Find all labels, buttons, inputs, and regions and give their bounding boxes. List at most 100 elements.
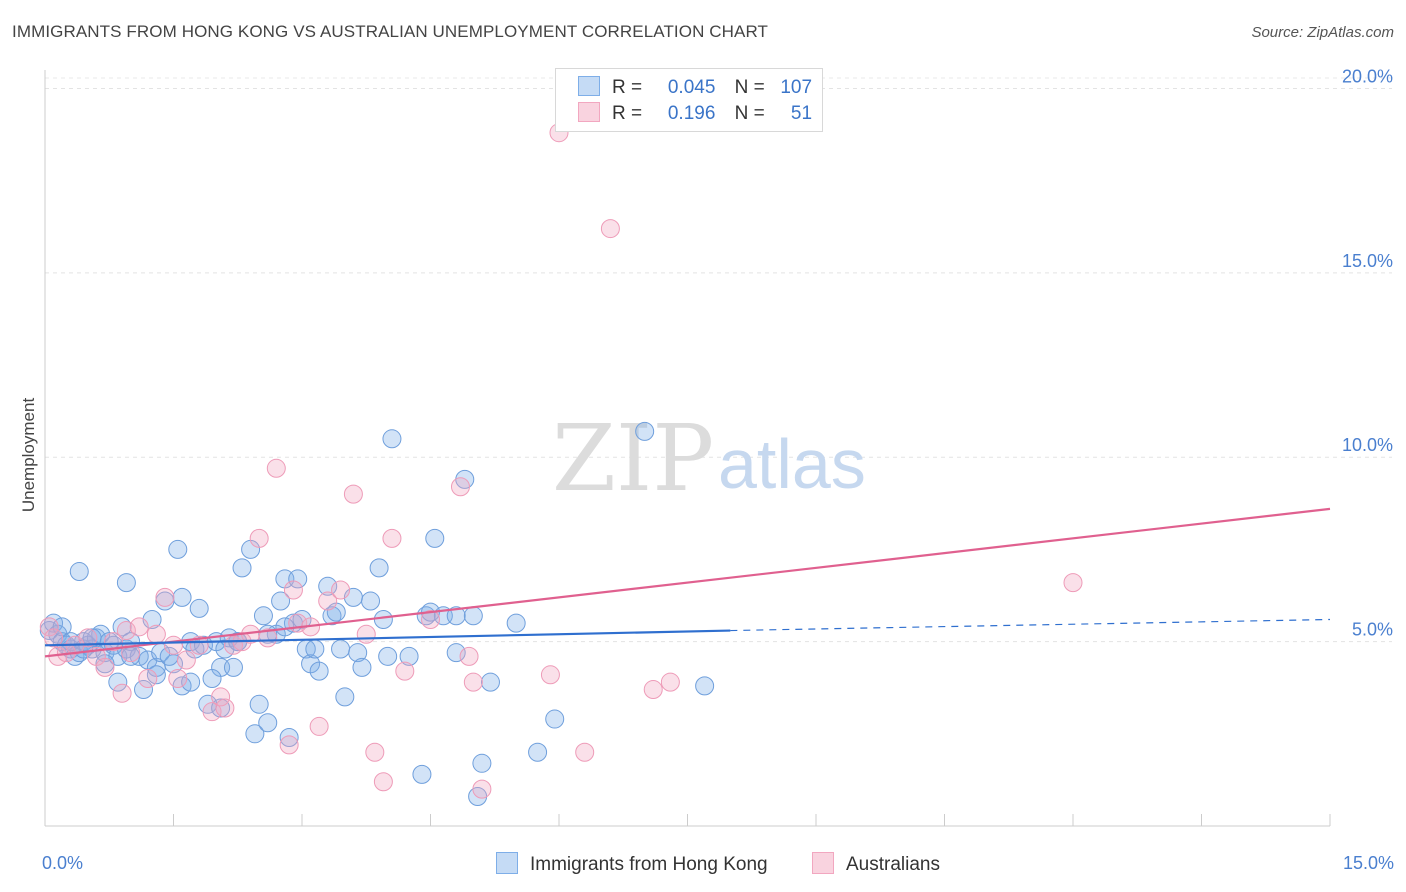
data-point-australians bbox=[138, 668, 158, 688]
data-point-australians bbox=[540, 665, 560, 685]
data-point-australians bbox=[318, 591, 338, 611]
data-point-hong-kong bbox=[463, 606, 483, 626]
data-point-hong-kong bbox=[168, 539, 188, 559]
watermark: ZIP atlas bbox=[552, 405, 866, 512]
data-point-australians bbox=[112, 683, 132, 703]
data-point-hong-kong bbox=[253, 606, 273, 626]
legend-swatch-pink bbox=[812, 852, 834, 874]
data-point-australians bbox=[382, 528, 402, 548]
legend-r-value: 0.196 bbox=[667, 103, 716, 124]
data-point-australians bbox=[279, 735, 299, 755]
data-point-australians bbox=[78, 628, 98, 648]
trend-lines bbox=[44, 507, 1331, 658]
legend-n-label: N = bbox=[734, 103, 765, 124]
data-point-australians bbox=[309, 716, 329, 736]
data-point-australians bbox=[356, 624, 376, 644]
data-point-hong-kong bbox=[335, 687, 355, 707]
data-point-hong-kong bbox=[399, 646, 419, 666]
legend-swatch-blue bbox=[496, 852, 518, 874]
data-point-australians bbox=[249, 528, 269, 548]
x-tick-label: 0.0% bbox=[42, 853, 83, 873]
data-point-australians bbox=[104, 632, 124, 652]
legend-item-australians: Australians bbox=[812, 852, 940, 876]
data-point-hong-kong bbox=[545, 709, 565, 729]
source-credit: Source: ZipAtlas.com bbox=[1251, 24, 1394, 41]
legend-n-label: N = bbox=[734, 77, 765, 98]
data-point-australians bbox=[575, 742, 595, 762]
data-point-australians bbox=[365, 742, 385, 762]
data-point-hong-kong bbox=[202, 668, 222, 688]
data-point-australians bbox=[472, 779, 492, 799]
y-axis-label: Unemployment bbox=[19, 398, 38, 513]
data-point-australians bbox=[266, 458, 286, 478]
data-point-hong-kong bbox=[318, 576, 338, 596]
data-point-hong-kong bbox=[245, 724, 265, 744]
data-point-australians bbox=[155, 587, 175, 607]
data-point-hong-kong bbox=[480, 672, 500, 692]
data-point-hong-kong bbox=[288, 569, 308, 589]
legend-r-value: 0.045 bbox=[667, 77, 716, 98]
data-point-hong-kong bbox=[348, 643, 368, 663]
data-point-hong-kong bbox=[373, 609, 393, 629]
data-point-hong-kong bbox=[116, 573, 136, 593]
data-point-hong-kong bbox=[695, 676, 715, 696]
data-point-hong-kong bbox=[305, 639, 325, 659]
data-point-australians bbox=[395, 661, 415, 681]
data-point-hong-kong bbox=[279, 727, 299, 747]
data-point-hong-kong bbox=[82, 628, 102, 648]
data-point-hong-kong bbox=[382, 429, 402, 449]
data-point-hong-kong bbox=[271, 591, 291, 611]
data-point-australians bbox=[168, 668, 188, 688]
chart-title: IMMIGRANTS FROM HONG KONG VS AUSTRALIAN … bbox=[12, 22, 769, 41]
data-point-hong-kong bbox=[528, 742, 548, 762]
data-point-australians bbox=[373, 772, 393, 792]
data-point-australians bbox=[643, 680, 663, 700]
data-point-hong-kong bbox=[378, 646, 398, 666]
data-point-australians bbox=[459, 646, 479, 666]
data-point-hong-kong bbox=[472, 753, 492, 773]
data-point-hong-kong bbox=[446, 606, 466, 626]
legend-r-label: R = bbox=[612, 77, 643, 98]
y-tick-label: 10.0% bbox=[1342, 435, 1393, 455]
data-point-hong-kong bbox=[181, 672, 201, 692]
trend-line-australians bbox=[44, 507, 1331, 658]
data-point-australians bbox=[463, 672, 483, 692]
data-point-hong-kong bbox=[506, 613, 526, 633]
data-point-australians bbox=[600, 219, 620, 239]
trend-line-hong-kong-extension bbox=[730, 618, 1331, 632]
data-point-australians bbox=[258, 628, 278, 648]
legend-row-hong-kong: R = 0.045 N = 107 bbox=[578, 76, 812, 100]
legend-label: Immigrants from Hong Kong bbox=[530, 854, 768, 875]
legend-n-value: 51 bbox=[790, 103, 813, 124]
legend-label: Australians bbox=[846, 854, 940, 875]
data-point-hong-kong bbox=[412, 764, 432, 784]
data-point-hong-kong bbox=[232, 558, 252, 578]
data-point-australians bbox=[211, 687, 231, 707]
x-tick-label: 15.0% bbox=[1343, 853, 1394, 873]
data-point-hong-kong bbox=[352, 657, 372, 677]
data-point-australians bbox=[176, 650, 196, 670]
data-point-australians bbox=[660, 672, 680, 692]
data-point-australians bbox=[116, 621, 136, 641]
y-tick-label: 15.0% bbox=[1342, 251, 1393, 271]
series-legend: Immigrants from Hong Kong Australians bbox=[0, 852, 1406, 878]
legend-row-australians: R = 0.196 N = 51 bbox=[578, 102, 812, 126]
data-point-hong-kong bbox=[361, 591, 381, 611]
data-point-australians bbox=[421, 609, 440, 629]
data-point-hong-kong bbox=[331, 639, 351, 659]
data-point-australians bbox=[283, 580, 303, 600]
data-point-australians bbox=[215, 698, 235, 718]
data-point-hong-kong bbox=[309, 661, 329, 681]
data-point-hong-kong bbox=[635, 421, 655, 441]
data-point-australians bbox=[95, 657, 115, 677]
legend-item-hong-kong: Immigrants from Hong Kong bbox=[496, 852, 768, 876]
data-point-hong-kong bbox=[69, 562, 89, 582]
data-point-australians bbox=[146, 624, 166, 644]
trend-line-hong-kong bbox=[44, 629, 731, 647]
axes bbox=[44, 70, 1331, 827]
data-point-hong-kong bbox=[258, 713, 278, 733]
data-point-australians bbox=[1063, 573, 1083, 593]
legend-r-label: R = bbox=[612, 103, 643, 124]
y-tick-label: 20.0% bbox=[1342, 66, 1393, 86]
